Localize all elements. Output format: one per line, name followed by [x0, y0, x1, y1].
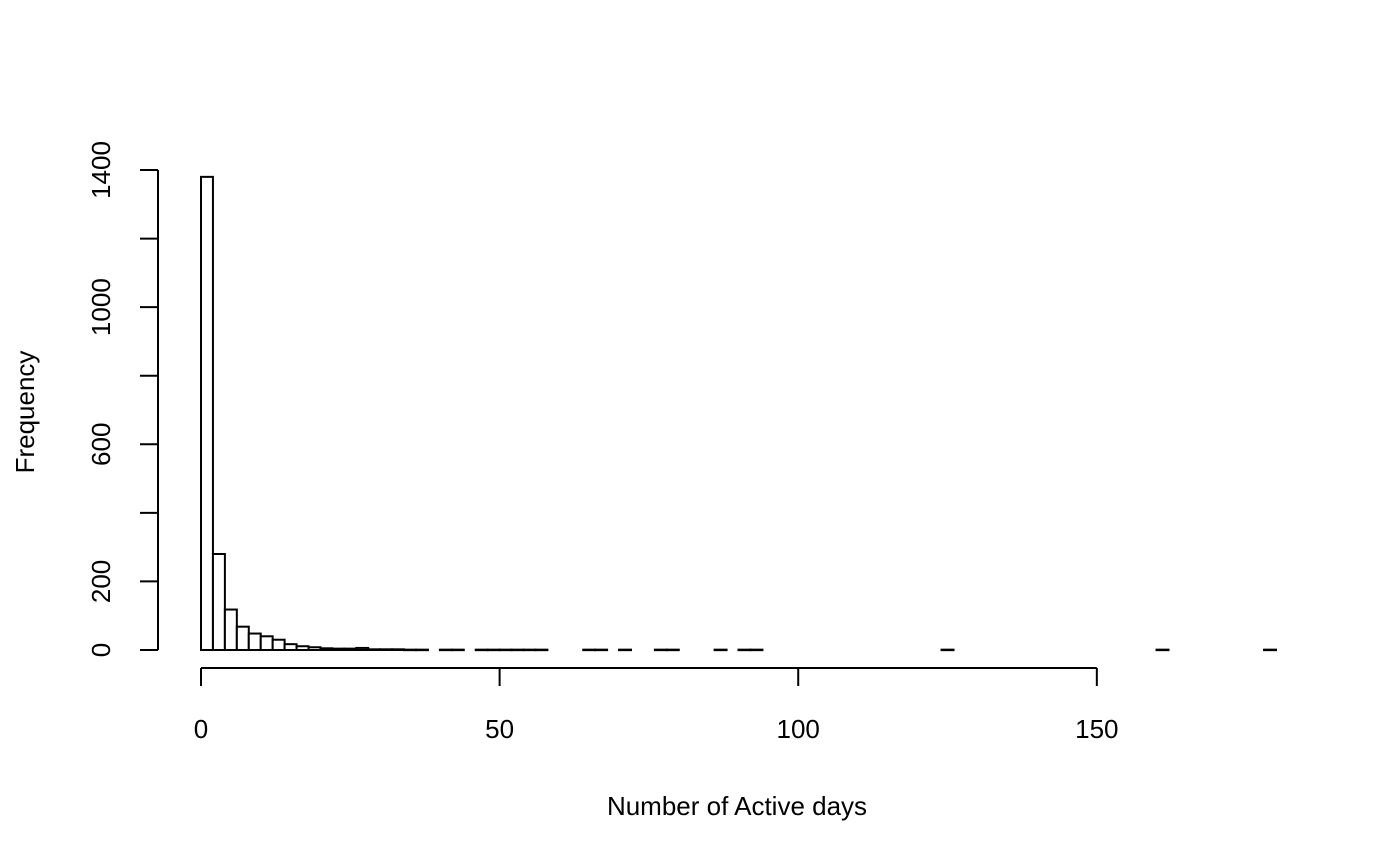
x-axis-ticks: 0 50 100 150	[194, 668, 1119, 744]
histogram-bar	[582, 648, 597, 652]
histogram-bar	[295, 645, 310, 652]
histogram-bar	[510, 648, 525, 652]
histogram-bar	[223, 608, 238, 651]
y-tick-label: 1000	[86, 278, 116, 336]
histogram-bar	[415, 648, 429, 652]
histogram-bar	[438, 648, 453, 652]
histogram-bars	[200, 175, 1277, 652]
y-tick-label: 200	[86, 560, 116, 603]
histogram-bar	[1155, 648, 1170, 652]
histogram-bar	[211, 553, 226, 651]
histogram-bar	[665, 648, 680, 652]
x-axis: 0 50 100 150	[194, 667, 1119, 744]
x-tick-label: 100	[777, 714, 820, 744]
y-axis: 0 200 600 1000 1400	[86, 141, 159, 657]
y-tick-label: 0	[86, 643, 116, 657]
y-axis-title: Frequency	[10, 351, 40, 474]
y-tick-label: 1400	[86, 141, 116, 199]
x-axis-title: Number of Active days	[607, 791, 867, 821]
histogram-bar	[713, 648, 728, 652]
histogram-bar	[307, 646, 322, 651]
histogram-bar	[474, 648, 489, 652]
y-tick-label: 600	[86, 423, 116, 466]
y-axis-ticks: 0 200 600 1000 1400	[86, 141, 158, 657]
histogram-bar	[450, 648, 465, 652]
histogram-bar	[331, 647, 346, 652]
histogram-bar	[594, 648, 609, 652]
histogram-bar	[283, 643, 298, 652]
x-tick-label: 50	[485, 714, 514, 744]
histogram-bar	[486, 648, 501, 652]
histogram-bar	[749, 648, 764, 652]
histogram-bar	[1263, 648, 1277, 652]
histogram-bar	[235, 625, 250, 652]
histogram-bar	[737, 648, 752, 652]
histogram-bar	[271, 638, 286, 652]
histogram-bar	[618, 648, 632, 652]
histogram-bar	[367, 648, 382, 651]
x-tick-label: 0	[194, 714, 208, 744]
histogram-bar	[391, 648, 406, 651]
histogram-bar	[355, 646, 370, 652]
histogram-bar	[200, 175, 214, 651]
x-tick-label: 150	[1075, 714, 1118, 744]
histogram-bar	[403, 648, 417, 652]
histogram-bar	[379, 648, 394, 651]
histogram-bar	[653, 648, 668, 652]
histogram-bar	[247, 632, 262, 651]
histogram-bar	[343, 647, 358, 652]
histogram-bar	[259, 635, 274, 651]
histogram-bar	[940, 648, 955, 652]
histogram-bar	[534, 648, 549, 652]
histogram-bar	[522, 648, 537, 652]
histogram-bar	[498, 648, 513, 652]
histogram-bar	[319, 647, 334, 651]
